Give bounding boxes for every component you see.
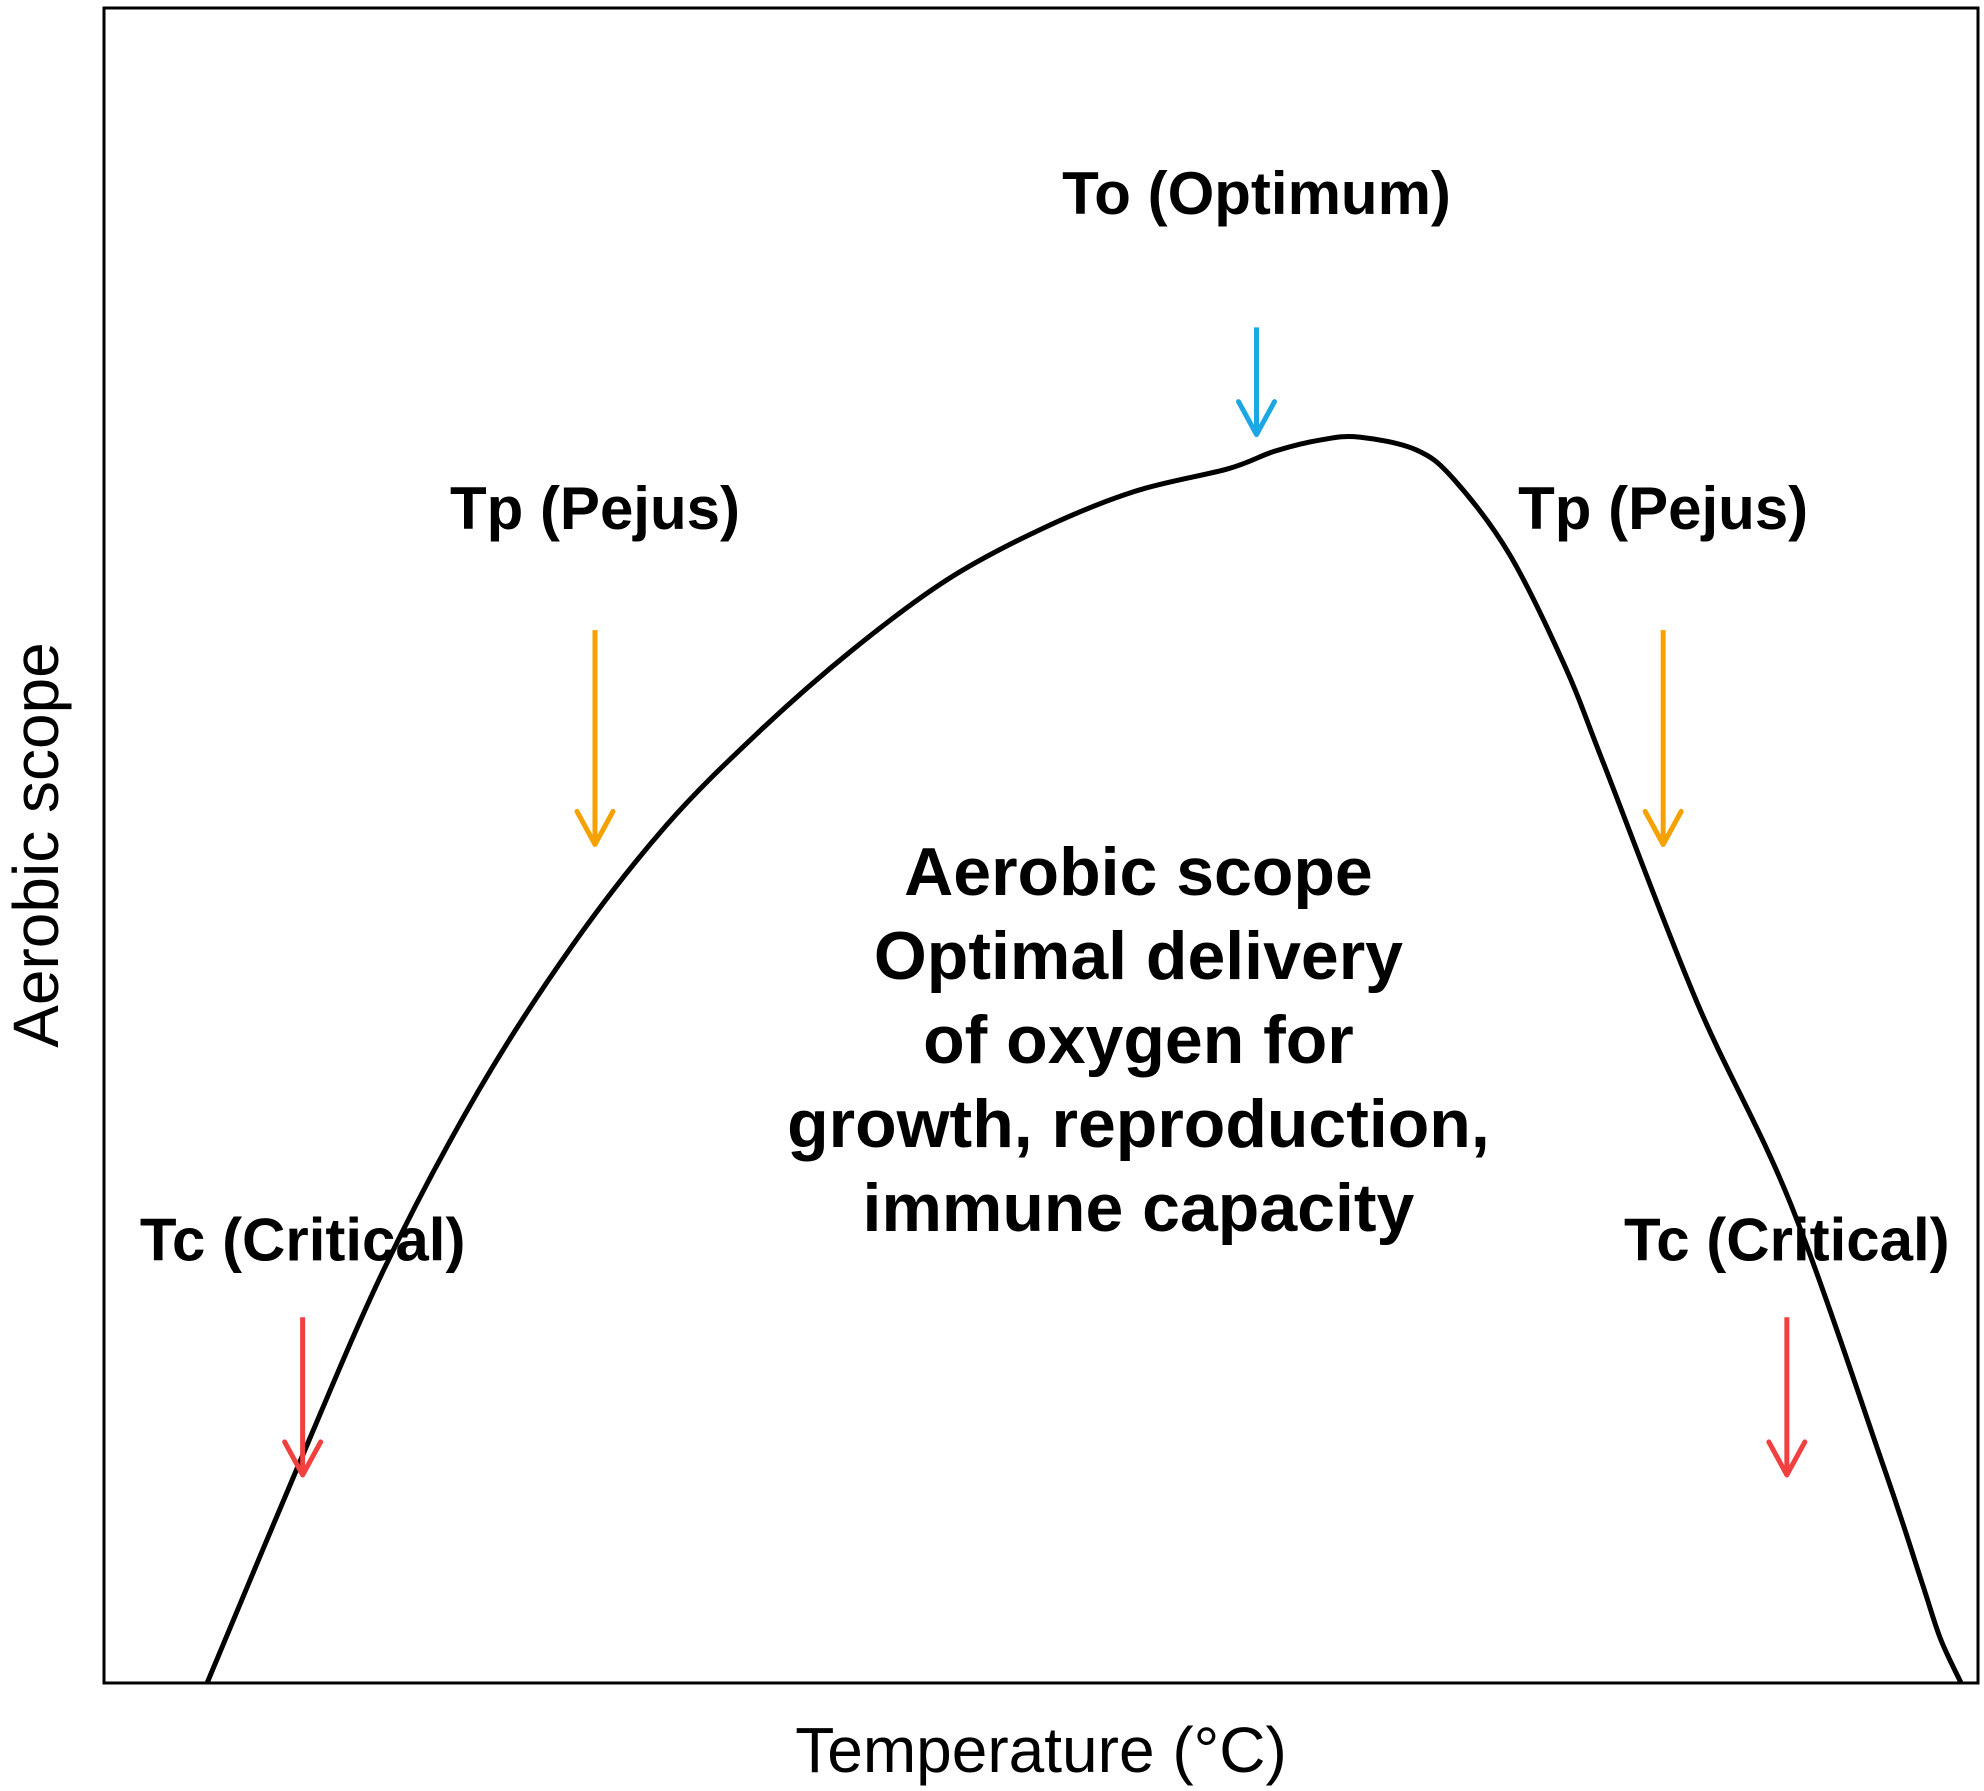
annotation-arrowhead-tc-left [282,1439,324,1478]
annotation-label-tp-right: Tp (Pejus) [1518,475,1808,542]
center-description-line: of oxygen for [923,1002,1354,1078]
annotation-tc-left: Tc (Critical) [140,1207,466,1478]
annotation-label-tc-right: Tc (Critical) [1624,1207,1950,1274]
annotation-tc-right: Tc (Critical) [1624,1207,1950,1478]
annotation-label-tc-left: Tc (Critical) [140,1207,466,1274]
annotation-arrowhead-tc-right [1766,1439,1808,1478]
center-description: Aerobic scope Optimal delivery of oxygen f… [787,834,1490,1246]
plot-frame [102,6,1980,1685]
center-description-line: immune capacity [863,1170,1415,1246]
center-text-layer: Aerobic scope Optimal delivery of oxygen f… [787,834,1490,1246]
annotation-arrowhead-tp-right [1642,808,1684,847]
center-description-line: growth, reproduction, [787,1086,1490,1162]
annotation-arrowhead-tp-left [574,808,616,847]
annotation-tp-right: Tp (Pejus) [1518,475,1808,847]
annotation-arrowhead-to-optimum [1236,399,1278,438]
center-description-line: Aerobic scope [904,834,1373,910]
annotation-to-optimum: To (Optimum) [1062,160,1451,438]
aerobic-scope-curve [204,433,1964,1685]
annotation-label-to-optimum: To (Optimum) [1062,160,1451,227]
annotation-tp-left: Tp (Pejus) [450,475,740,847]
center-description-line: Optimal delivery [874,918,1403,994]
annotation-label-tp-left: Tp (Pejus) [450,475,740,542]
annotation-layer: To (Optimum) Tp (Pejus) Tp (Pejus) Tc (Crit… [140,160,1950,1478]
y-axis-label: Aerobic scope [0,642,72,1048]
x-axis-label: Temperature (°C) [795,1714,1287,1786]
curve-layer [204,433,1964,1685]
